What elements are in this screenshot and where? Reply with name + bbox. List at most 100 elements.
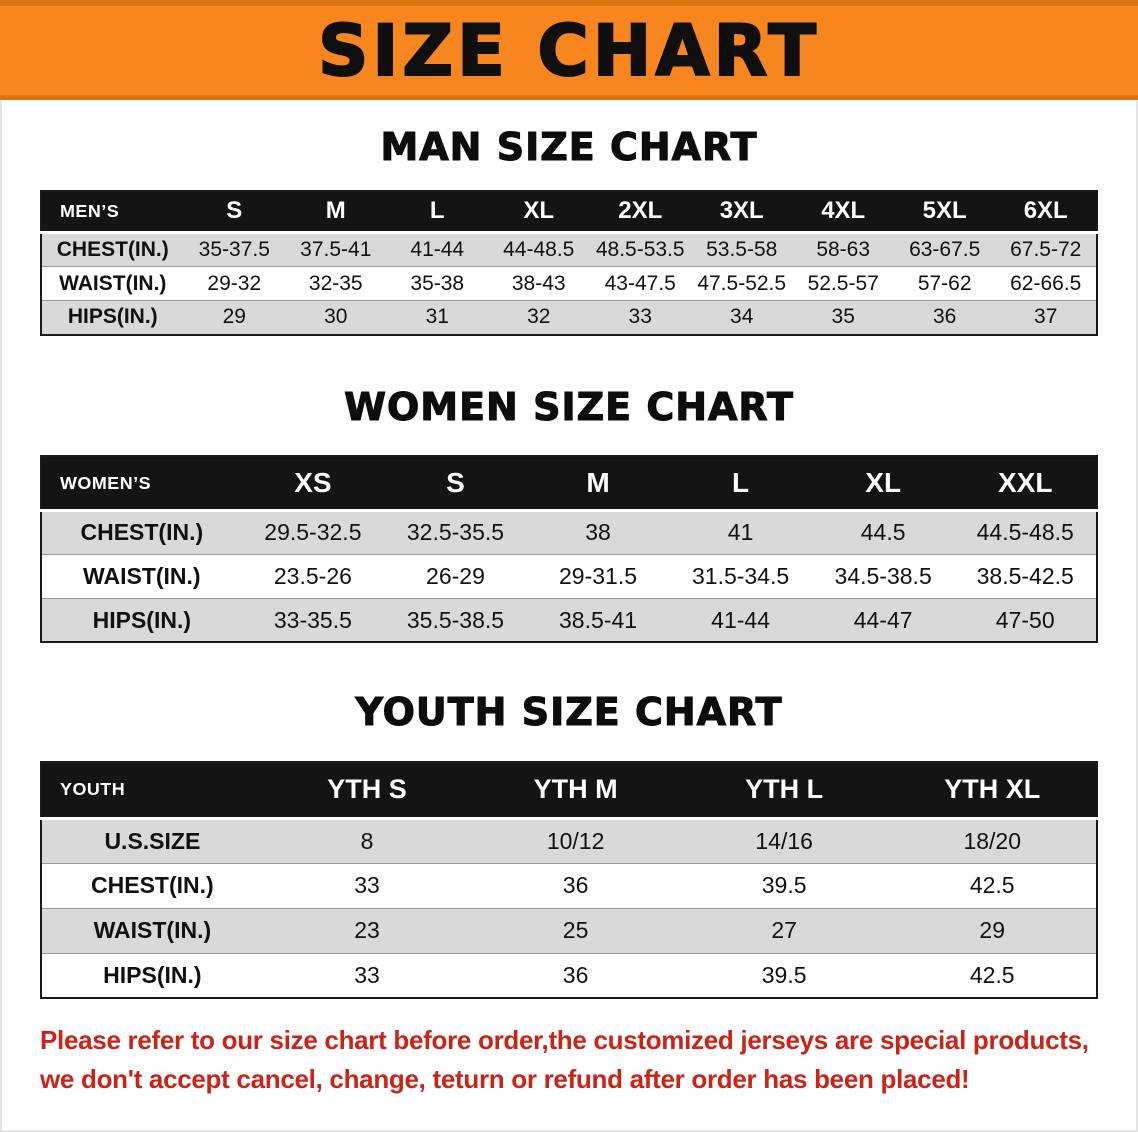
- size-value: 42.5: [969, 961, 1015, 988]
- size-value: 41-44: [711, 606, 770, 633]
- size-value: 43-47.5: [604, 271, 676, 295]
- size-value: 44-47: [853, 606, 913, 633]
- size-value: 23.5-26: [273, 562, 352, 589]
- women-column-header: L: [669, 456, 812, 512]
- size-value: 29: [222, 305, 246, 329]
- women-column-header: XXL: [954, 456, 1097, 512]
- size-value: 47.5-52.5: [697, 271, 787, 295]
- youth-size-table: YOUTH YTH S YTH M YTH L YTH XL U.S.SIZE …: [40, 761, 1098, 1000]
- size-value: 36: [933, 305, 957, 329]
- men-column-header: 3XL: [690, 190, 793, 235]
- youth-chest-row: CHEST(IN.) 33 36 39.5 42.5: [41, 863, 1097, 909]
- men-column-header: S: [183, 190, 286, 235]
- size-value: 35: [831, 305, 855, 329]
- women-hips-row: HIPS(IN.) 33-35.5 35.5-38.5 38.5-41 41-4…: [41, 598, 1097, 643]
- size-value: 8: [360, 827, 374, 854]
- size-value: 48.5-53.5: [595, 238, 685, 262]
- women-column-header: XL: [811, 456, 955, 512]
- women-heading: WOMEN SIZE CHART: [344, 384, 794, 429]
- size-value: 29: [979, 917, 1006, 944]
- size-value: 34.5-38.5: [834, 562, 932, 589]
- youth-ussize-row: U.S.SIZE 8 10/12 14/16 18/20: [41, 818, 1097, 864]
- size-value: 14/16: [755, 827, 813, 854]
- row-label: CHEST(IN.): [56, 238, 169, 262]
- size-value: 33: [354, 961, 380, 988]
- size-value: 52.5-57: [807, 271, 879, 295]
- size-value: 63-67.5: [909, 238, 981, 262]
- men-chest-row: CHEST(IN.) 35-37.5 37.5-41 41-44 44-48.5…: [41, 232, 1097, 267]
- youth-hips-row: HIPS(IN.) 33 36 39.5 42.5: [41, 953, 1097, 999]
- row-label: WAIST(IN.): [83, 562, 201, 589]
- size-value: 33-35.5: [273, 606, 352, 633]
- row-label: WAIST(IN.): [59, 271, 167, 295]
- size-value: 44.5-48.5: [976, 519, 1074, 546]
- size-value: 38: [585, 519, 611, 546]
- youth-column-header: YTH XL: [888, 762, 1097, 820]
- row-label: CHEST(IN.): [80, 519, 204, 546]
- youth-section: YOUTH SIZE CHART YOUTH YTH S YTH M YTH L…: [0, 690, 1138, 1000]
- youth-waist-row: WAIST(IN.) 23 25 27 29: [41, 908, 1097, 954]
- men-column-header: 2XL: [589, 190, 691, 235]
- size-value: 31.5-34.5: [691, 562, 790, 589]
- men-hips-row: HIPS(IN.) 29 30 31 32 33 34 35 36 37: [41, 300, 1097, 335]
- size-value: 44-48.5: [503, 238, 575, 262]
- size-value: 25: [562, 917, 589, 944]
- order-policy-note-line1: Please refer to our size chart before or…: [40, 1025, 1089, 1056]
- size-value: 41: [727, 519, 754, 546]
- size-value: 35.5-38.5: [406, 606, 505, 633]
- men-header-row: MEN’S S M L XL 2XL 3XL 4XL 5XL 6XL: [41, 190, 1097, 235]
- size-value: 30: [324, 305, 348, 329]
- row-label: HIPS(IN.): [103, 961, 202, 988]
- row-label: CHEST(IN.): [91, 872, 214, 899]
- women-header-row: WOMEN’S XS S M L XL XXL: [41, 456, 1097, 512]
- banner: SIZE CHART: [0, 0, 1138, 100]
- size-value: 34: [730, 305, 754, 329]
- size-value: 42.5: [969, 872, 1015, 899]
- size-value: 39.5: [761, 872, 807, 899]
- youth-header-row: YOUTH YTH S YTH M YTH L YTH XL: [41, 762, 1097, 820]
- size-value: 31: [425, 305, 449, 329]
- men-column-header: 6XL: [995, 190, 1097, 235]
- size-value: 38.5-42.5: [976, 562, 1074, 589]
- size-value: 38-43: [511, 271, 566, 295]
- men-waist-row: WAIST(IN.) 29-32 32-35 35-38 38-43 43-47…: [41, 266, 1097, 301]
- men-table-label: MEN’S: [41, 190, 184, 235]
- size-value: 32: [527, 305, 551, 329]
- size-value: 29-32: [207, 271, 262, 295]
- size-value: 67.5-72: [1010, 238, 1082, 262]
- page-title: SIZE CHART: [317, 9, 821, 92]
- size-value: 29.5-32.5: [264, 519, 362, 546]
- row-label: HIPS(IN.): [67, 305, 158, 329]
- youth-column-header: YTH S: [262, 762, 472, 820]
- men-size-table: MEN’S S M L XL 2XL 3XL 4XL 5XL 6XL CHEST…: [40, 189, 1098, 336]
- size-value: 37: [1034, 305, 1058, 329]
- size-value: 26-29: [426, 562, 485, 589]
- size-value: 44.5: [860, 519, 906, 546]
- size-value: 35-37.5: [198, 238, 270, 262]
- men-column-header: 4XL: [792, 190, 894, 235]
- size-value: 62-66.5: [1010, 271, 1082, 295]
- order-policy-note: Please refer to our size chart before or…: [40, 1021, 1108, 1099]
- size-value: 41-44: [410, 238, 465, 262]
- men-column-header: M: [285, 190, 387, 235]
- size-value: 57-62: [917, 271, 972, 295]
- men-section: MAN SIZE CHART MEN’S S M L XL 2XL 3XL 4X…: [0, 125, 1138, 336]
- size-value: 29-31.5: [559, 562, 638, 589]
- women-column-header: S: [384, 456, 527, 512]
- women-column-header: M: [526, 456, 670, 512]
- size-value: 39.5: [761, 961, 807, 988]
- size-value: 33: [628, 305, 652, 329]
- size-value: 27: [771, 917, 797, 944]
- men-column-header: 5XL: [893, 190, 996, 235]
- youth-table-label: YOUTH: [41, 762, 263, 820]
- women-table-label: WOMEN’S: [41, 456, 242, 512]
- men-column-header: XL: [488, 190, 590, 235]
- size-value: 36: [562, 872, 589, 899]
- size-value: 10/12: [546, 827, 605, 854]
- size-value: 53.5-58: [706, 238, 778, 262]
- women-section: WOMEN SIZE CHART WOMEN’S XS S M L XL XXL…: [0, 384, 1138, 644]
- youth-column-header: YTH L: [679, 762, 889, 820]
- women-chest-row: CHEST(IN.) 29.5-32.5 32.5-35.5 38 41 44.…: [41, 510, 1097, 555]
- size-value: 35-38: [410, 271, 465, 295]
